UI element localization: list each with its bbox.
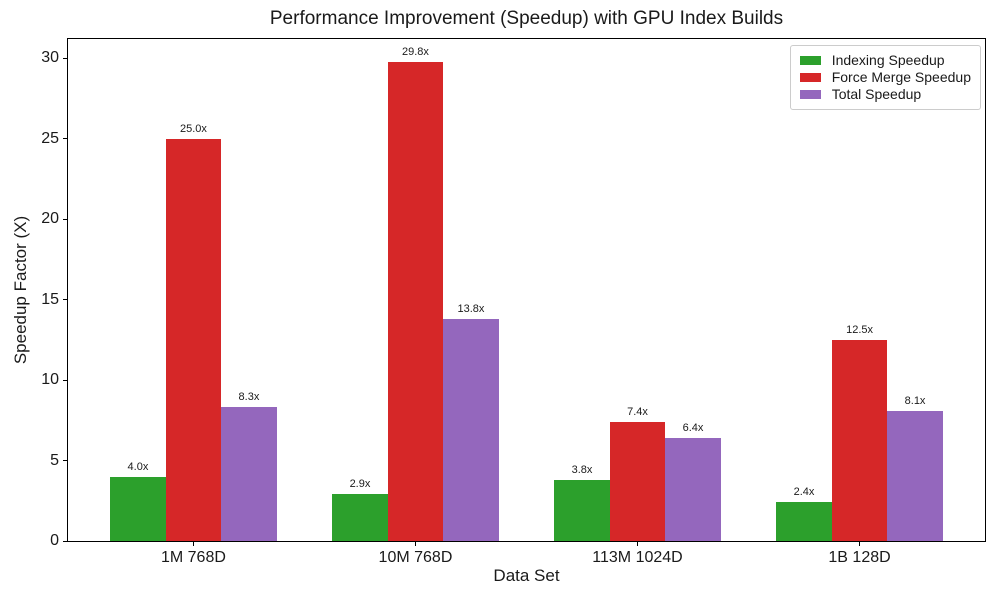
bar-value-label: 25.0x — [179, 122, 207, 135]
x-tick-mark — [637, 541, 639, 546]
x-tick-label: 113M 1024D — [592, 549, 683, 566]
legend-swatch — [799, 73, 821, 82]
y-tick-mark — [63, 540, 68, 542]
x-tick-mark — [192, 541, 194, 546]
legend-label: Force Merge Speedup — [831, 69, 971, 85]
bar-force-merge-speedup — [609, 421, 666, 541]
bar-value-label: 29.8x — [402, 45, 429, 58]
bar-value-label: 7.4x — [627, 405, 648, 418]
bar-indexing-speedup — [554, 479, 610, 541]
bar-force-merge-speedup — [387, 61, 444, 541]
legend-item: Total Speedup — [799, 86, 971, 103]
bar-value-label: 8.1x — [904, 394, 926, 407]
y-tick-mark — [63, 299, 68, 301]
y-tick-mark — [63, 57, 68, 59]
y-tick-label: 10 — [41, 371, 59, 389]
chart-title: Performance Improvement (Speedup) with G… — [269, 8, 784, 29]
legend-swatch — [799, 56, 821, 65]
bar-value-label: 3.8x — [571, 463, 593, 476]
y-tick-mark — [63, 218, 68, 220]
y-tick-mark — [63, 379, 68, 381]
bar-total-speedup — [665, 438, 721, 541]
legend-item: Indexing Speedup — [799, 52, 971, 69]
bar-force-merge-speedup — [831, 339, 888, 541]
plot-area: 0 5 10 15 20 25 30 1M 768D 10M 768D 113M 1024D 1B … — [41, 38, 986, 566]
y-tick-mark — [63, 138, 68, 140]
bar-value-label: 4.0x — [127, 460, 149, 473]
y-tick-label: 0 — [50, 532, 59, 549]
x-axis-label: Data Set — [493, 566, 560, 585]
y-tick-mark — [63, 460, 68, 462]
y-tick-label: 5 — [50, 451, 59, 469]
bar-total-speedup — [887, 410, 943, 541]
bar-force-merge-speedup — [165, 138, 222, 541]
x-tick-label: 1B 128D — [828, 549, 891, 566]
legend: Indexing Speedup Force Merge Speedup Total… — [789, 45, 981, 110]
x-tick-label: 1M 768D — [160, 549, 226, 566]
legend-swatch — [799, 90, 821, 99]
x-tick-mark — [414, 541, 416, 546]
y-tick-label: 20 — [41, 210, 59, 228]
bar-value-label: 8.3x — [238, 391, 260, 404]
bar-indexing-speedup — [776, 502, 832, 541]
bar-total-speedup — [221, 407, 277, 541]
legend-label: Total Speedup — [831, 86, 922, 102]
bar-indexing-speedup — [110, 476, 166, 541]
y-tick-label: 15 — [41, 290, 59, 308]
y-tick-label: 25 — [41, 129, 59, 147]
bar-value-label: 2.4x — [793, 486, 815, 499]
bar-total-speedup — [443, 318, 499, 541]
bar-value-label: 2.9x — [349, 478, 371, 491]
bar-indexing-speedup — [332, 494, 388, 541]
legend-item: Force Merge Speedup — [799, 69, 971, 86]
y-axis-label: Speedup Factor (X) — [11, 215, 30, 365]
x-tick-label: 10M 768D — [378, 549, 453, 566]
y-tick-label: 30 — [41, 49, 59, 67]
bar-value-label: 6.4x — [682, 422, 704, 435]
legend-label: Indexing Speedup — [831, 52, 945, 68]
x-tick-mark — [859, 541, 861, 546]
bar-value-label: 13.8x — [457, 302, 485, 315]
bar-value-label: 12.5x — [846, 323, 873, 336]
